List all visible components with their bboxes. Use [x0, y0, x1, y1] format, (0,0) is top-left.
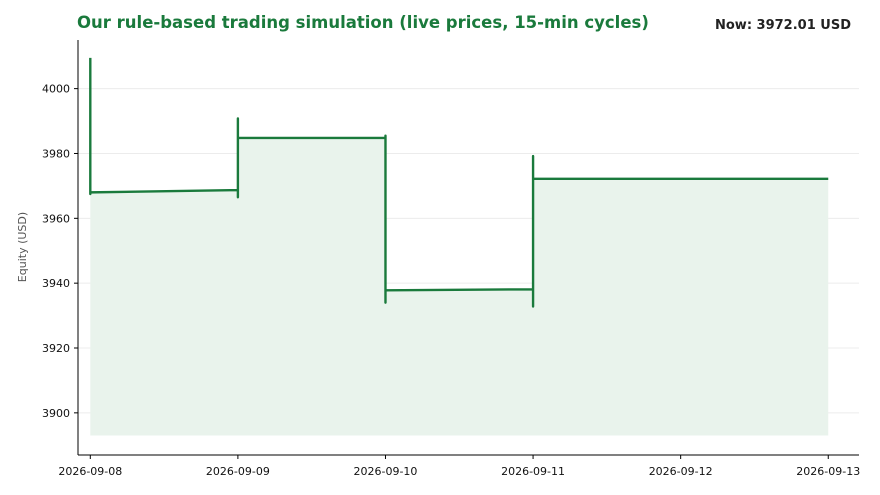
y-axis-ticks: 3900 3920 3940 3960 3980 4000: [42, 83, 78, 420]
y-tick-label: 3900: [42, 407, 70, 420]
x-tick-label: 2026-09-13: [796, 465, 860, 478]
current-equity-label: Now: 3972.01 USD: [715, 18, 851, 33]
y-tick-label: 3980: [42, 147, 70, 160]
equity-line: [89, 57, 829, 308]
x-tick-label: 2026-09-10: [354, 465, 418, 478]
y-tick-label: 3920: [42, 342, 70, 355]
y-tick-label: 4000: [42, 83, 70, 96]
y-tick-label: 3960: [42, 212, 70, 225]
y-tick-label: 3940: [42, 277, 70, 290]
x-tick-label: 2026-09-09: [206, 465, 270, 478]
y-axis-label: Equity (USD): [16, 212, 29, 282]
chart-title: Our rule-based trading simulation (live …: [77, 13, 649, 32]
x-axis-ticks: 2026-09-08 2026-09-09 2026-09-10 2026-09-11…: [58, 455, 860, 478]
x-tick-label: 2026-09-08: [58, 465, 122, 478]
x-tick-label: 2026-09-11: [501, 465, 565, 478]
equity-area-fill: [90, 57, 829, 436]
x-tick-label: 2026-09-12: [649, 465, 713, 478]
